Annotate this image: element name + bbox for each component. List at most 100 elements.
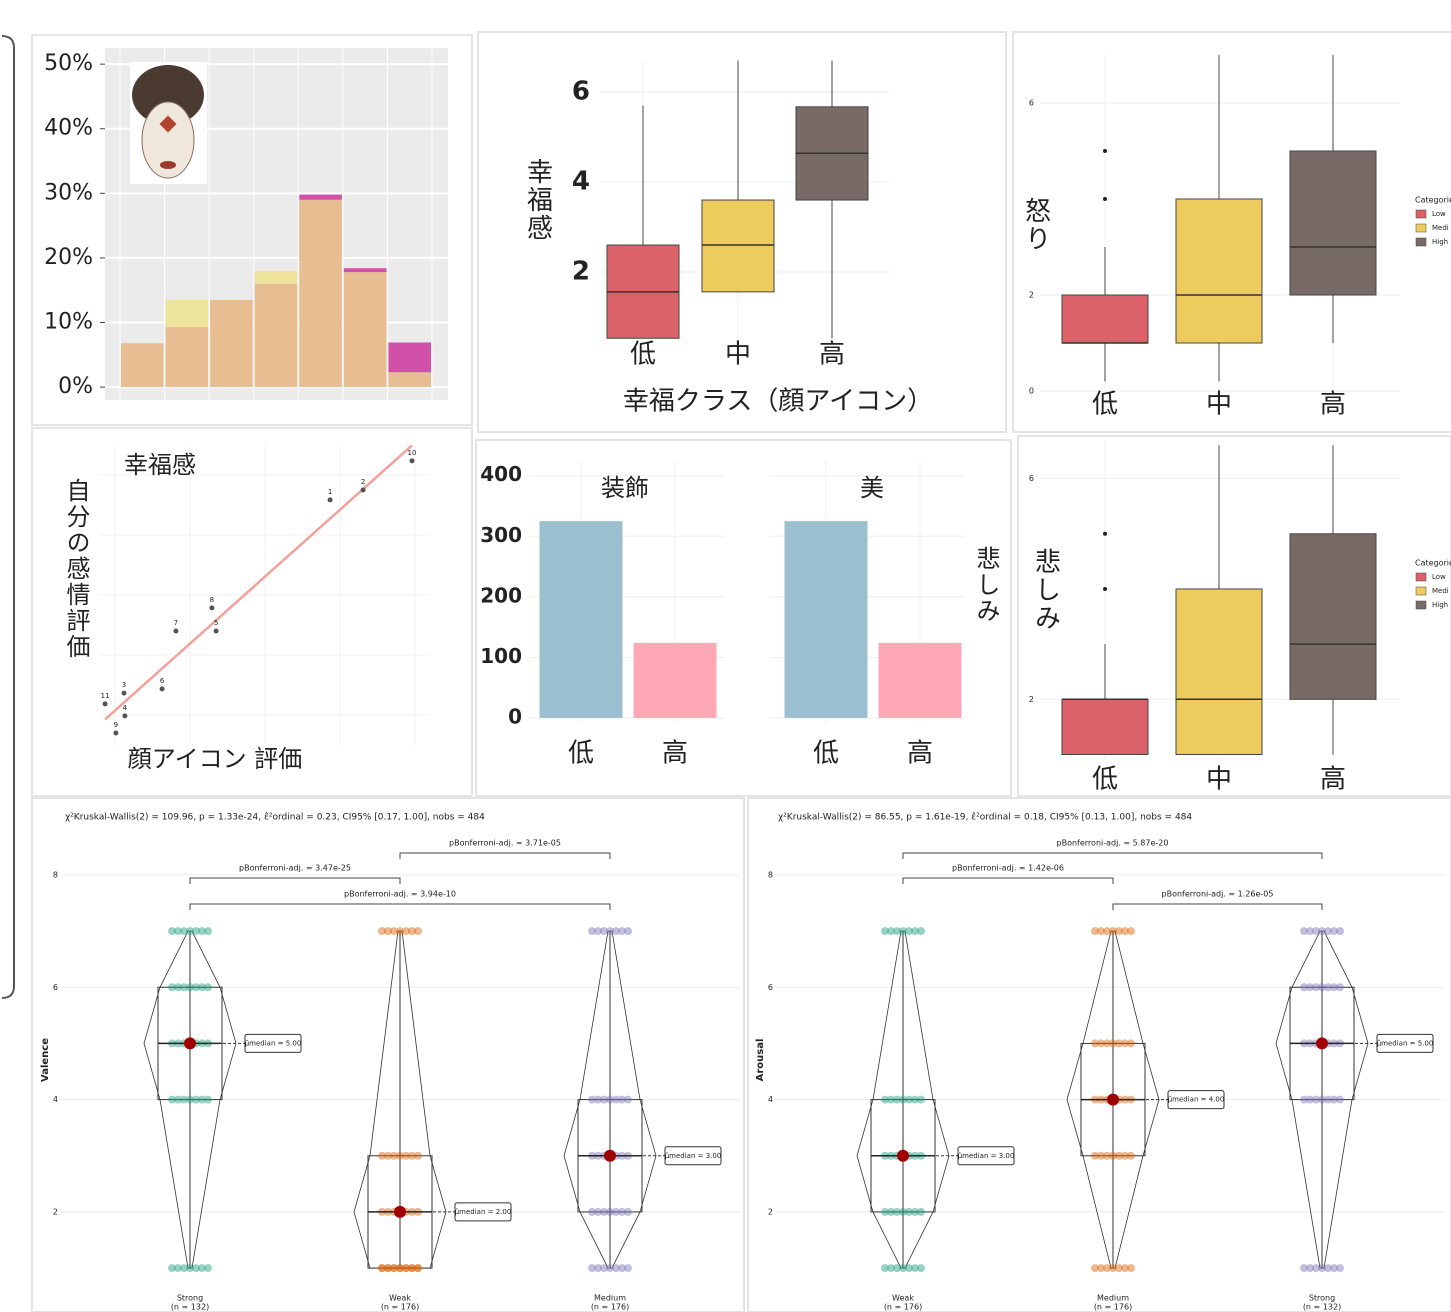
violin (143, 930, 237, 1269)
jitter-point (1330, 983, 1338, 992)
jitter-point (881, 927, 889, 936)
jitter-point (1330, 1095, 1338, 1104)
box (1289, 150, 1377, 296)
median-point (184, 1037, 196, 1050)
jitter-point (1330, 1264, 1338, 1273)
median-point (1316, 1037, 1328, 1050)
jitter-point (1103, 927, 1111, 936)
y-tick-label: 2 (1029, 291, 1034, 300)
jitter-point (1127, 1151, 1135, 1160)
bar (878, 642, 962, 718)
jitter-point (408, 1151, 416, 1160)
jitter-point (893, 1095, 901, 1104)
violin (1066, 930, 1160, 1269)
legend-swatch (1415, 586, 1427, 596)
comparison-bracket (189, 903, 611, 910)
jitter-point (881, 1095, 889, 1104)
mask-face (141, 101, 195, 179)
jitter-point (899, 927, 907, 936)
median-label-box (1376, 1033, 1434, 1053)
legend-title: Categorie (1415, 196, 1451, 205)
point-label: 6 (160, 677, 165, 685)
jitter-point (396, 1264, 404, 1273)
jitter-point (390, 1264, 398, 1273)
jitter-point (624, 927, 632, 936)
y-tick-label: 0 (508, 704, 522, 728)
panel (31, 797, 745, 1312)
point (173, 628, 179, 634)
x-tick-label: Medium (594, 1294, 626, 1303)
jitter-point (390, 1264, 398, 1273)
x-tick-label: 高 (1320, 765, 1346, 795)
point-label: 2 (361, 478, 365, 486)
y-axis-label: 幸福感 (523, 158, 553, 242)
point (327, 497, 333, 503)
x-tick-label: 中 (725, 340, 751, 370)
jitter-point (1306, 1264, 1314, 1273)
legend-label: High (1432, 238, 1448, 246)
jitter-point (414, 1151, 422, 1160)
x-tick-n: (n = 132) (171, 1303, 209, 1312)
jitter-point (881, 1264, 889, 1273)
jitter-point (1121, 927, 1129, 936)
median-label-box (244, 1033, 302, 1053)
jitter-point (192, 927, 200, 936)
y-axis-label: Valence (40, 1038, 51, 1082)
jitter-point (594, 927, 602, 936)
jitter-point (594, 1264, 602, 1273)
jitter-point (1324, 983, 1332, 992)
box (1289, 533, 1377, 700)
jitter-point (186, 927, 194, 936)
jitter-point (1097, 1039, 1105, 1048)
jitter-point (1300, 1264, 1308, 1273)
jitter-point (624, 1264, 632, 1273)
jitter-point (1324, 927, 1332, 936)
x-tick-n: (n = 132) (1303, 1303, 1341, 1312)
x-tick-label: 高 (662, 739, 688, 769)
jitter-point (1324, 1264, 1332, 1273)
y-axis-label: 怒り (1021, 197, 1051, 253)
jitter-point (414, 1264, 422, 1273)
y-tick-label: 40% (44, 116, 93, 141)
jitter-point (917, 1207, 925, 1216)
point-label: 7 (174, 619, 178, 627)
comparison-label: pBonferroni-adj. = 3.47e-25 (239, 864, 351, 873)
jitter-point (1318, 1264, 1326, 1273)
charts: 0%10%20%30%40%50%246低中高幸福感幸福クラス（顔アイコン） 02… (40, 48, 1451, 1312)
x-tick-label: 高 (819, 340, 845, 370)
jitter-point (1091, 1039, 1099, 1048)
jitter-point (911, 1207, 919, 1216)
median-label-box (664, 1146, 722, 1166)
jitter-point (174, 1095, 182, 1104)
jitter-point (1109, 927, 1117, 936)
jitter-point (174, 1264, 182, 1273)
jitter-point (408, 927, 416, 936)
jitter-point (1097, 927, 1105, 936)
jitter-point (192, 983, 200, 992)
jitter-point (911, 1264, 919, 1273)
jitter-point (204, 1264, 212, 1273)
jitter-point (1330, 927, 1338, 936)
jitter-point (1127, 927, 1135, 936)
jitter-point (1115, 927, 1123, 936)
jitter-point (905, 1095, 913, 1104)
legend-label: Medi (1432, 224, 1449, 232)
jitter-point (1127, 1039, 1135, 1048)
jitter-point (1103, 1039, 1111, 1048)
point-label: 10 (408, 449, 417, 457)
stats-subtitle: χ²Kruskal-Wallis(2) = 109.96, p = 1.33e-… (65, 811, 485, 822)
jitter-point (384, 927, 392, 936)
point (121, 690, 127, 696)
bar-segment (165, 299, 209, 328)
jitter-point (1091, 1264, 1099, 1273)
jitter-point (378, 1264, 386, 1273)
y-tick-label: 300 (480, 523, 522, 547)
jitter-point (1306, 1095, 1314, 1104)
x-axis-label: 顔アイコン 評価 (128, 745, 302, 773)
y-tick-label: 6 (1029, 99, 1034, 108)
jitter-point (1109, 1151, 1117, 1160)
strip-label: 悲しみ (972, 546, 1000, 624)
jitter-point (198, 1264, 206, 1273)
jitter-point (893, 927, 901, 936)
jitter-point (1336, 1095, 1344, 1104)
